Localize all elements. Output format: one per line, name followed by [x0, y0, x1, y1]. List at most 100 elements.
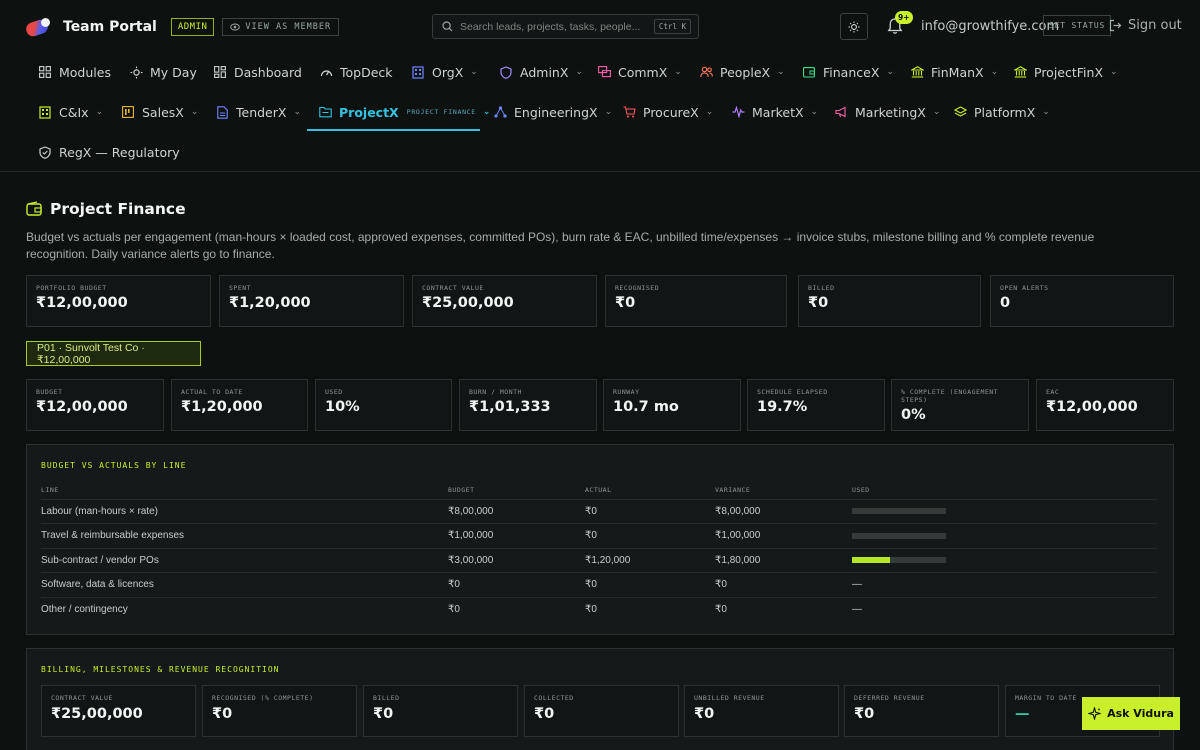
ask-vidura-label: Ask Vidura	[1107, 707, 1174, 720]
kpi-value: 10.7 mo	[613, 399, 679, 415]
chevron-down-icon: ⌄	[95, 107, 104, 117]
nav-regx[interactable]: RegX — Regulatory	[38, 132, 180, 172]
nav-peoplex[interactable]: PeopleX ⌄	[699, 52, 785, 92]
kpi-value: ₹1,20,000	[181, 399, 263, 415]
sign-out-button[interactable]: Sign out	[1109, 18, 1182, 33]
chat-icon	[597, 65, 611, 79]
billing-panel: BILLING, MILESTONES & REVENUE RECOGNITIO…	[26, 648, 1174, 750]
kpi-label: SCHEDULE ELAPSED	[757, 388, 828, 396]
column-header: LINE	[41, 481, 448, 500]
kpi-label: RUNWAY	[613, 388, 640, 396]
cell-variance: ₹1,80,000	[715, 548, 852, 573]
theme-toggle-button[interactable]	[840, 13, 868, 40]
billing-card-contract-value: CONTRACT VALUE ₹25,00,000	[41, 685, 196, 737]
nav-finmanx[interactable]: FinManX ⌄	[910, 52, 998, 92]
nav-label: Modules	[59, 64, 111, 80]
card-value: ₹0	[534, 706, 555, 722]
bank-icon	[1013, 65, 1027, 79]
chevron-down-icon: ⌄	[1110, 67, 1118, 77]
page-header: Project Finance	[26, 200, 186, 218]
building-icon	[411, 65, 425, 79]
kpi-value: ₹12,00,000	[1046, 399, 1138, 415]
kpi-label: BURN / MONTH	[469, 388, 522, 396]
budget-vs-actuals-table: LINE BUDGET ACTUAL VARIANCE USED Labour …	[41, 481, 1157, 622]
global-search[interactable]: Ctrl K	[432, 14, 699, 39]
nav-orgx[interactable]: OrgX ⌄	[411, 52, 478, 92]
chevron-down-icon: ⌄	[470, 67, 478, 77]
kpi-label: OPEN ALERTS	[1000, 284, 1049, 292]
people-icon	[699, 65, 713, 79]
card-value: ₹0	[212, 706, 233, 722]
brand[interactable]: Team Portal ADMIN VIEW AS MEMBER	[24, 16, 340, 39]
table-row: Sub-contract / vendor POs ₹3,00,000 ₹1,2…	[41, 548, 1157, 573]
nav-marketx[interactable]: MarketX ⌄	[731, 92, 818, 132]
kpi-runway: RUNWAY 10.7 mo	[603, 379, 741, 431]
chevron-down-icon: ⌄	[886, 67, 894, 77]
kpi-label: % COMPLETE (ENGAGEMENT STEPS)	[901, 388, 999, 404]
nav-projectx[interactable]: ProjectX PROJECT FINANCE ⌄	[318, 92, 490, 132]
kpi-label: ACTUAL TO DATE	[181, 388, 243, 396]
sparkle-icon	[1088, 707, 1102, 720]
nav-salesx[interactable]: SalesX ⌄	[121, 92, 198, 132]
dashboard-icon	[213, 65, 227, 79]
cell-budget: ₹0	[448, 604, 460, 615]
kpi-billed: BILLED ₹0	[798, 275, 981, 327]
nav-tenderx[interactable]: TenderX ⌄	[215, 92, 301, 132]
kpi-label: SPENT	[229, 284, 252, 292]
nav-marketingx[interactable]: MarketingX ⌄	[834, 92, 940, 132]
cell-budget: ₹3,00,000	[448, 548, 585, 573]
nav-procurex[interactable]: ProcureX ⌄	[622, 92, 713, 132]
project-selector-chip[interactable]: P01 · Sunvolt Test Co · ₹12,00,000	[26, 341, 201, 366]
shield-icon	[38, 145, 52, 159]
nav-label: MarketX	[752, 104, 804, 120]
nav-adminx[interactable]: AdminX ⌄	[499, 52, 583, 92]
cell-variance: ₹1,00,000	[715, 523, 852, 549]
kpi-label: PORTFOLIO BUDGET	[36, 284, 107, 292]
panel-title: BUDGET VS ACTUALS BY LINE	[41, 461, 187, 470]
kpi-label: RECOGNISED	[615, 284, 660, 292]
kpi-schedule-elapsed: SCHEDULE ELAPSED 19.7%	[747, 379, 885, 431]
nav-dashboard[interactable]: Dashboard	[213, 52, 302, 92]
set-status-button[interactable]: SET STATUS	[1043, 15, 1112, 36]
table-row: Travel & reimbursable expenses ₹1,00,000…	[41, 523, 1157, 549]
wallet-icon	[26, 201, 42, 216]
nav-my-day[interactable]: My Day	[129, 52, 197, 92]
nav-modules[interactable]: Modules	[38, 52, 111, 92]
cell-line: Other / contingency	[41, 604, 128, 615]
cell-used: —	[852, 604, 862, 615]
nav-label: CommX	[618, 64, 668, 80]
card-label: CONTRACT VALUE	[51, 694, 113, 702]
chevron-down-icon: ⌄	[604, 107, 613, 117]
usage-bar	[852, 508, 946, 515]
kpi-open-alerts: OPEN ALERTS 0	[990, 275, 1174, 327]
kpi-eac: EAC ₹12,00,000	[1036, 379, 1174, 431]
notification-count-badge: 9+	[895, 11, 913, 24]
nav-label: TopDeck	[340, 64, 393, 80]
kpi-spent: SPENT ₹1,20,000	[219, 275, 404, 327]
view-as-member-label: VIEW AS MEMBER	[245, 22, 332, 32]
ask-vidura-button[interactable]: Ask Vidura	[1082, 697, 1180, 730]
nav-commx[interactable]: CommX ⌄	[597, 52, 682, 92]
kpi-contract-value: CONTRACT VALUE ₹25,00,000	[412, 275, 597, 327]
panel-title: BILLING, MILESTONES & REVENUE RECOGNITIO…	[41, 665, 280, 674]
eye-icon	[230, 23, 241, 31]
chevron-down-icon: ⌄	[705, 107, 714, 117]
network-icon	[493, 105, 507, 119]
user-email[interactable]: info@growthifye.com	[921, 19, 1060, 34]
nav-cix[interactable]: C&Ix ⌄	[38, 92, 103, 132]
shield-icon	[499, 65, 513, 79]
kpi-value: ₹0	[808, 295, 829, 311]
cell-variance: ₹8,00,000	[715, 499, 852, 524]
column-header: ACTUAL	[585, 481, 715, 500]
view-as-member-button[interactable]: VIEW AS MEMBER	[222, 18, 340, 36]
nav-financex[interactable]: FinanceX ⌄	[802, 52, 894, 92]
nav-topdeck[interactable]: TopDeck	[319, 52, 393, 92]
nav-engineeringx[interactable]: EngineeringX ⌄	[493, 92, 612, 132]
kpi-label: EAC	[1046, 388, 1060, 396]
kpi-recognised: RECOGNISED ₹0	[605, 275, 787, 327]
search-input[interactable]	[460, 20, 650, 33]
nav-projectfinx[interactable]: ProjectFinX ⌄	[1013, 52, 1118, 92]
nav-platformx[interactable]: PlatformX ⌄	[953, 92, 1050, 132]
chevron-down-icon: ⌄	[575, 67, 583, 77]
folder-icon	[318, 105, 332, 119]
